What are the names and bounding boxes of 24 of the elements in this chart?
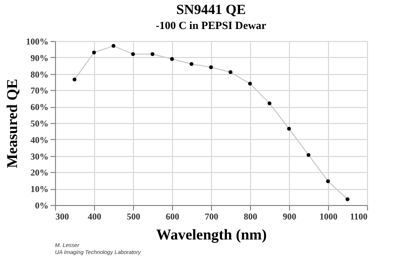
x-tick-label: 300	[56, 212, 70, 222]
chart-subtitle: -100 C in PEPSI Dewar	[156, 20, 266, 32]
x-tick-label: 500	[126, 212, 141, 222]
y-tick-label: 80%	[30, 69, 48, 80]
y-axis-title: Measured QE	[5, 78, 21, 168]
y-tick-label: 0%	[35, 200, 48, 210]
y-tick-label: 60%	[30, 102, 48, 112]
y-tick-label: 90%	[30, 52, 48, 63]
y-tick-label: 40%	[30, 134, 48, 145]
y-tick-label: 30%	[30, 151, 48, 162]
y-tick-label: 20%	[30, 168, 48, 178]
x-tick-label: 700	[204, 212, 219, 222]
y-tick-label: 10%	[30, 184, 48, 194]
x-axis-title: Wavelength (nm)	[156, 228, 267, 244]
y-tick-label: 70%	[30, 86, 48, 96]
x-tick-label: 800	[244, 212, 258, 222]
x-tick-label: 1000	[320, 212, 338, 222]
x-tick-label: 1100	[350, 212, 368, 222]
x-tick-label: 900	[282, 212, 297, 222]
y-tick-label: 50%	[30, 118, 48, 128]
y-tick-label: 100%	[26, 36, 48, 46]
x-tick-label: 400	[88, 212, 102, 222]
chart-title: SN9441 QE	[176, 3, 246, 18]
x-tick-label: 600	[166, 212, 180, 222]
